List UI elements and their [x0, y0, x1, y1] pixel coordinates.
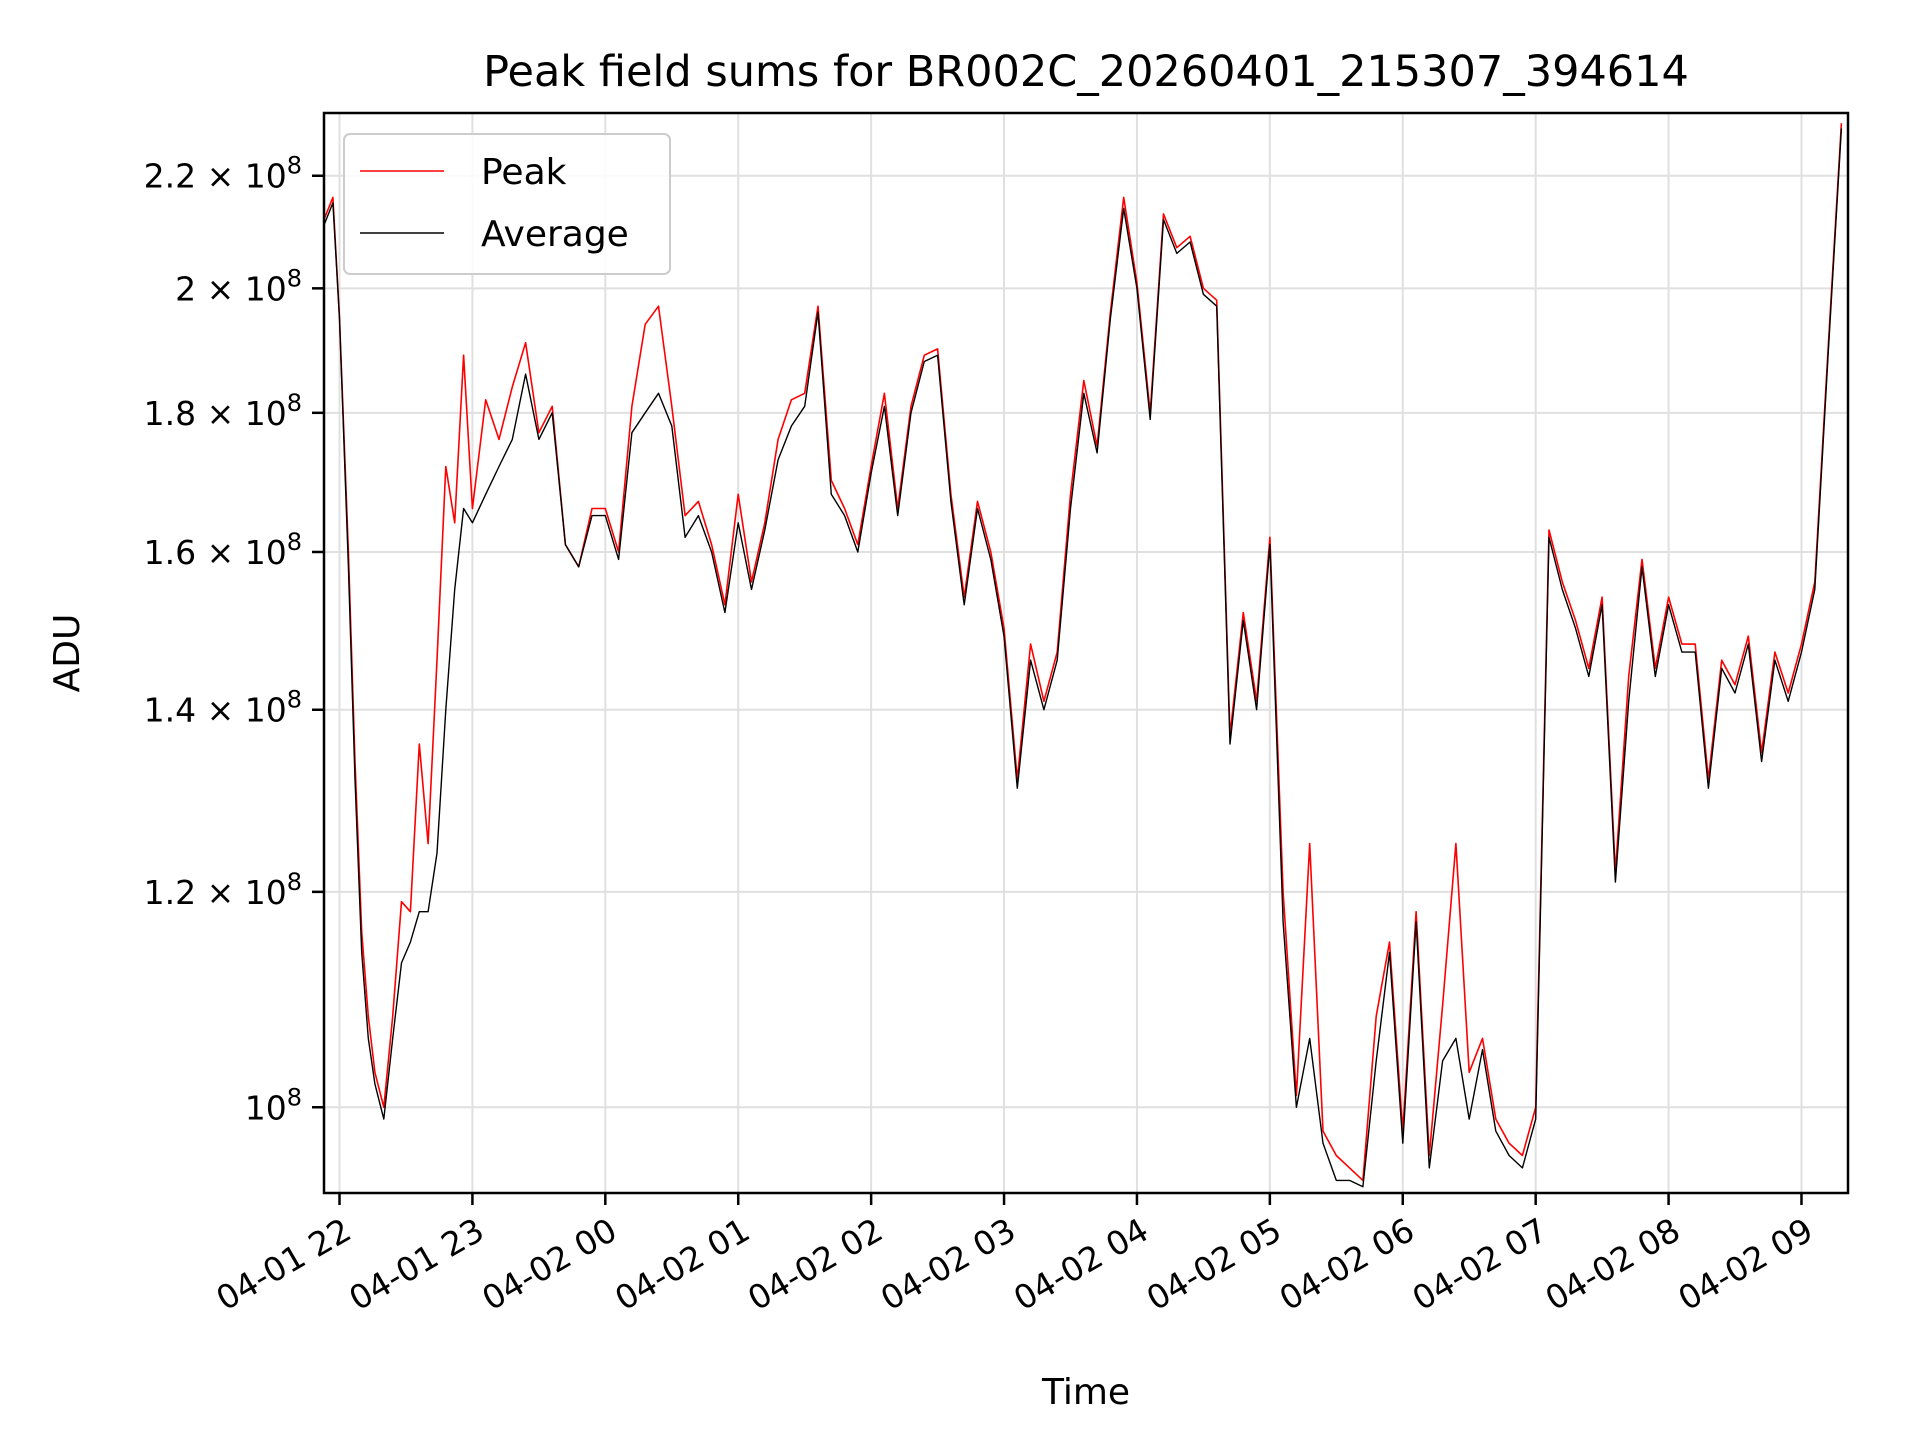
y-tick-label: 2 × 108: [175, 264, 302, 308]
series-line-peak: [323, 123, 1843, 1182]
y-tick-label: 2.2 × 108: [144, 152, 302, 196]
legend-peak-label: Peak: [481, 152, 567, 193]
y-axis-ticks: 108 1.2 × 108 1.4 × 108 1.6 × 108 1.8 × 108 2…: [144, 152, 324, 1127]
y-tick-label: 1.8 × 108: [144, 389, 302, 433]
x-axis-title: Time: [1041, 1372, 1130, 1413]
y-tick-label: 1.6 × 108: [144, 528, 302, 572]
plot-series: [323, 123, 1843, 1188]
gridlines: [324, 113, 1848, 1193]
y-tick-label: 1.2 × 108: [144, 868, 302, 912]
y-tick-label: 1.4 × 108: [144, 686, 302, 730]
chart-title: Peak field sums for BR002C_20260401_2153…: [483, 47, 1689, 97]
legend-box: [343, 133, 671, 275]
y-tick-label: 108: [245, 1083, 302, 1127]
series-line-average: [323, 128, 1843, 1188]
legend: Peak Average: [343, 133, 671, 275]
y-axis-title: ADU: [47, 614, 88, 693]
plot-frame: [322, 111, 1850, 1195]
legend-average-label: Average: [481, 214, 629, 255]
